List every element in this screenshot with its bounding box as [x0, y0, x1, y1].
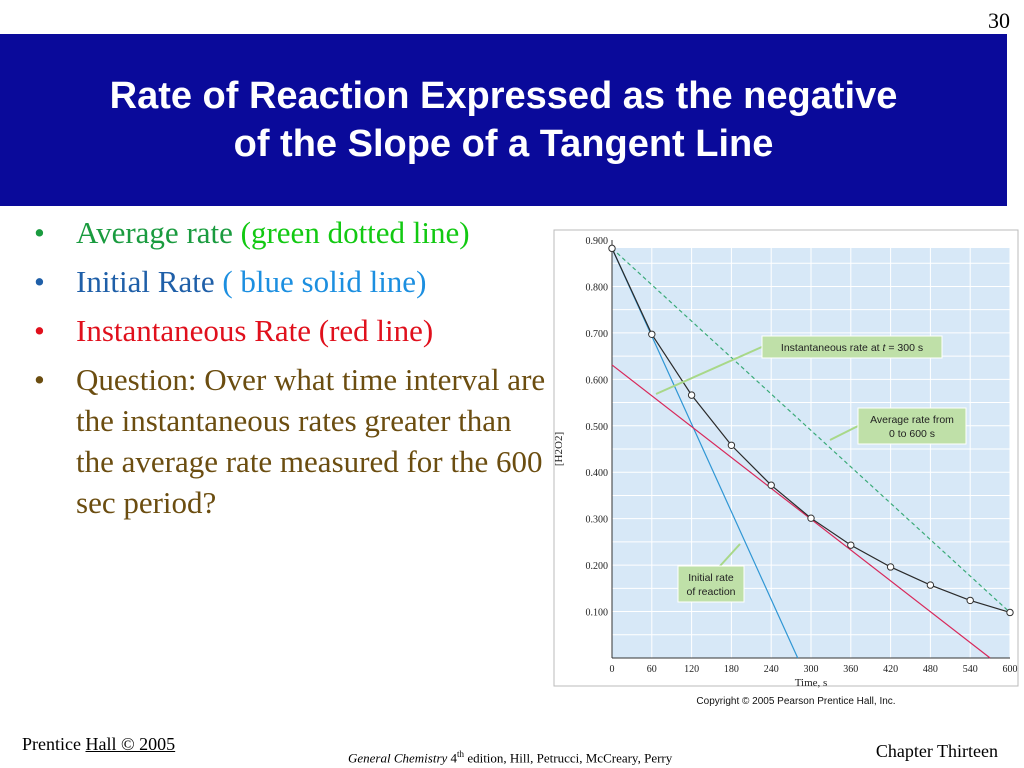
title-bar: Rate of Reaction Expressed as the negati… — [0, 34, 1007, 206]
x-tick-label: 180 — [724, 664, 739, 675]
x-tick-label: 600 — [1003, 664, 1018, 675]
average-callout-box — [857, 407, 967, 445]
bullet-glyph: • — [34, 215, 45, 250]
slide-title: Rate of Reaction Expressed as the negati… — [14, 72, 994, 168]
data-point — [1006, 608, 1014, 617]
data-point — [966, 596, 974, 605]
footer-edition-number: 4 — [447, 750, 458, 766]
x-tick-label: 420 — [883, 664, 898, 675]
y-tick-label: 0.700 — [586, 329, 609, 340]
average-callout-leader — [829, 425, 859, 441]
x-tick-label: 120 — [684, 664, 699, 675]
x-axis-title: Time, s — [795, 677, 828, 689]
y-tick-label: 0.400 — [586, 468, 609, 479]
data-point — [608, 244, 616, 253]
bullet-glyph: • — [34, 313, 45, 348]
data-point — [648, 330, 656, 338]
data-point — [767, 481, 775, 489]
x-tick-label: 240 — [764, 664, 779, 675]
average-callout-text-line-1: Average rate from — [870, 414, 954, 426]
initial-callout-leader — [719, 543, 741, 567]
data-point — [727, 441, 736, 449]
bullet-initial-rate: • Initial Rate ( blue solid line) — [28, 261, 548, 302]
data-point — [886, 563, 895, 571]
slide-title-line-2: of the Slope of a Tangent Line — [233, 123, 774, 165]
x-tick-label: 480 — [923, 664, 938, 675]
footer-publisher-name: Prentice — [22, 734, 86, 754]
bullet-average-rate: • Average rate (green dotted line) — [28, 212, 548, 253]
bullet-glyph: • — [34, 264, 45, 299]
x-tick-label: 540 — [963, 664, 978, 675]
initial-callout-box — [677, 565, 745, 603]
instantaneous-callout-leader — [655, 345, 765, 395]
bullet-average-label: Average rate — [76, 215, 241, 250]
footer-chapter: Chapter Thirteen — [875, 741, 998, 761]
y-tick-label: 0.600 — [586, 375, 609, 386]
bullet-instantaneous-label: Instantaneous Rate (red line) — [76, 313, 434, 348]
instantaneous-callout-box — [761, 335, 943, 359]
y-tick-label: 0.900 — [586, 236, 609, 247]
footer-book-citation: General Chemistry 4th edition, Hill, Pet… — [348, 749, 672, 766]
bullet-average-detail: (green dotted line) — [240, 215, 470, 250]
initial-callout-text-line-1: Initial rate — [688, 572, 734, 584]
footer-publisher-year: Hall © 2005 — [85, 734, 176, 754]
bullet-question: • Question: Over what time interval are … — [28, 359, 548, 523]
data-point — [926, 581, 935, 589]
concentration-chart: 0 60 120 180 240 300 360 420 480 540 600 0.100 0.200… — [548, 226, 1024, 714]
footer-authors: edition, Hill, Petrucci, McCreary, Perry — [464, 750, 673, 766]
chart-copyright: Copyright © 2005 Pearson Prentice Hall, … — [696, 696, 895, 707]
slide-title-line-1: Rate of Reaction Expressed as the negati… — [109, 75, 898, 117]
x-tick-label: 60 — [647, 664, 657, 675]
data-point — [847, 541, 855, 549]
x-tick-label: 0 — [610, 664, 615, 675]
y-tick-label: 0.100 — [586, 608, 609, 619]
data-point — [687, 391, 696, 399]
initial-rate-line — [611, 248, 799, 659]
slide-number: 30 — [988, 8, 1010, 33]
footer-edition-suffix: th — [457, 749, 465, 759]
bullet-glyph: • — [34, 362, 45, 397]
data-point — [807, 514, 815, 522]
footer-book-title: General Chemistry — [348, 750, 448, 766]
instantaneous-callout-text: Instantaneous rate at t = 300 s — [781, 342, 923, 354]
y-tick-label: 0.800 — [586, 282, 609, 293]
initial-callout-text-line-2: of reaction — [686, 586, 735, 598]
y-axis-title: [H2O2] — [553, 432, 565, 466]
bullet-list: • Average rate (green dotted line) • Ini… — [28, 212, 548, 531]
y-tick-label: 0.500 — [586, 422, 609, 433]
y-tick-label: 0.300 — [586, 515, 609, 526]
x-tick-label: 300 — [804, 664, 819, 675]
bullet-question-text: Question: Over what time interval are th… — [76, 362, 546, 520]
bullet-initial-label: Initial Rate — [76, 264, 223, 299]
bullet-instantaneous-rate: • Instantaneous Rate (red line) — [28, 310, 548, 351]
average-callout-text-line-2: 0 to 600 s — [889, 428, 935, 440]
bullet-initial-detail: ( blue solid line) — [222, 264, 427, 299]
footer-publisher: Prentice Hall © 2005 — [22, 734, 175, 755]
y-tick-label: 0.200 — [586, 561, 609, 572]
x-tick-label: 360 — [843, 664, 858, 675]
average-rate-line — [611, 247, 1011, 613]
chart-svg: 0 60 120 180 240 300 360 420 480 540 600 0.100 0.200… — [553, 229, 1019, 707]
instantaneous-rate-line — [611, 364, 991, 659]
